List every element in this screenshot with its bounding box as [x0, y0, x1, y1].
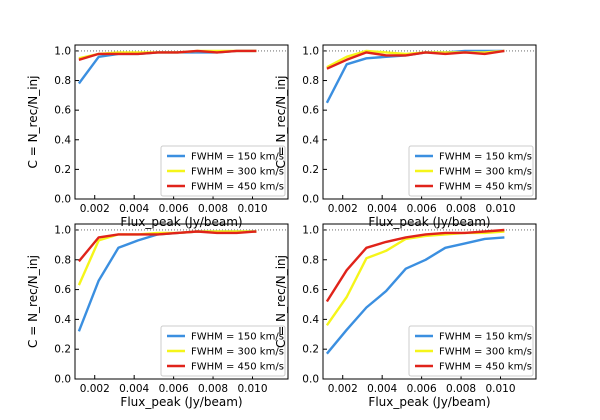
series-line-2: [325, 230, 505, 326]
y-tick-label: 1.0: [54, 224, 71, 236]
series-line-3: [77, 230, 257, 263]
y-tick-label: 0.8: [302, 254, 319, 266]
panel-top-left: 0.002 0.004 0.006 0.008 0.010 0.0 0.2 0.4 0.6 0.8…: [26, 44, 289, 229]
x-tick-label: 0.004: [119, 203, 149, 215]
y-axis-label: C = N_rec/N_inj: [26, 255, 40, 348]
series-line-1: [325, 236, 505, 355]
x-tick-label: 0.004: [119, 383, 149, 395]
y-tick-label: 0.4: [302, 314, 319, 326]
x-tick-label: 0.008: [446, 203, 476, 215]
panel-bottom-right: 0.002 0.004 0.006 0.008 0.010 0.0 0.2 0.4 0.6 0.8…: [274, 223, 537, 409]
series-line-1: [77, 49, 257, 85]
x-tick-label: 0.006: [159, 203, 189, 215]
panel-top-right: 0.002 0.004 0.006 0.008 0.010 0.0 0.2 0.4 0.6 0.8…: [274, 44, 537, 229]
x-tick-label: 0.004: [367, 203, 397, 215]
series-line-1: [77, 230, 257, 332]
y-tick-label: 1.0: [302, 45, 319, 57]
y-tick-label: 0.4: [54, 134, 71, 146]
y-tick-label: 0.8: [302, 75, 319, 87]
y-axis-label: C = N_rec/N_inj: [26, 76, 40, 169]
x-tick-label: 0.006: [407, 383, 437, 395]
y-tick-label: 0.6: [54, 105, 71, 117]
y-tick-label: 0.6: [302, 105, 319, 117]
axes-frame: [74, 223, 289, 380]
x-tick-label: 0.002: [328, 203, 358, 215]
x-tick-label: 0.002: [80, 383, 110, 395]
legend-label-1: FWHM = 150 km/s: [191, 332, 284, 343]
y-tick-label: 0.4: [302, 134, 319, 146]
y-tick-label: 0.0: [302, 374, 319, 386]
x-tick-label: 0.008: [198, 203, 228, 215]
y-tick-label: 0.4: [54, 314, 71, 326]
series-line-3: [78, 49, 257, 61]
y-tick-label: 0.2: [54, 164, 71, 176]
x-tick-label: 0.006: [407, 203, 437, 215]
y-tick-label: 0.8: [54, 75, 71, 87]
y-tick-label: 0.8: [54, 254, 71, 266]
x-tick-label: 0.010: [485, 383, 515, 395]
panel-bottom-left: 0.002 0.004 0.006 0.008 0.010 0.0 0.2 0.4 0.6 0.8…: [26, 223, 289, 409]
legend-label-2: FWHM = 300 km/s: [439, 167, 532, 178]
y-tick-label: 0.6: [302, 284, 319, 296]
series-line-2: [77, 230, 257, 286]
legend-label-3: FWHM = 450 km/s: [439, 362, 532, 373]
y-tick-label: 0.2: [302, 344, 319, 356]
y-tick-label: 0.0: [54, 374, 71, 386]
x-tick-label: 0.002: [80, 203, 110, 215]
y-tick-label: 0.2: [302, 164, 319, 176]
x-tick-label: 0.008: [198, 383, 228, 395]
y-tick-label: 1.0: [302, 224, 319, 236]
y-axis-label: C = N_rec/N_inj: [274, 255, 288, 348]
x-tick-label: 0.010: [485, 203, 515, 215]
legend-label-2: FWHM = 300 km/s: [191, 347, 284, 358]
legend-label-1: FWHM = 150 km/s: [439, 152, 532, 163]
y-axis-label: C = N_rec/N_inj: [274, 76, 288, 169]
y-tick-label: 0.0: [54, 194, 71, 206]
x-tick-label: 0.004: [367, 383, 397, 395]
legend-box: [408, 145, 534, 197]
legend-label-1: FWHM = 150 km/s: [439, 332, 532, 343]
x-tick-label: 0.008: [446, 383, 476, 395]
series-line-1: [325, 49, 505, 104]
legend-label-3: FWHM = 450 km/s: [439, 182, 532, 193]
axes-frame: [74, 44, 289, 200]
y-tick-label: 0.0: [302, 194, 319, 206]
series-line-3: [325, 228, 505, 303]
axes-frame: [322, 44, 537, 200]
y-tick-label: 1.0: [54, 45, 71, 57]
legend-box: [160, 325, 286, 377]
x-axis-label: Flux_peak (Jy/beam): [368, 395, 490, 409]
x-axis-label: Flux_peak (Jy/beam): [120, 395, 242, 409]
legend-label-2: FWHM = 300 km/s: [439, 347, 532, 358]
legend-box: [408, 325, 534, 377]
x-tick-label: 0.006: [159, 383, 189, 395]
x-tick-label: 0.002: [328, 383, 358, 395]
x-axis-label: Flux_peak (Jy/beam): [368, 215, 490, 229]
x-axis-label: Flux_peak (Jy/beam): [120, 215, 242, 229]
series-line-3: [326, 49, 505, 70]
y-tick-label: 0.2: [54, 344, 71, 356]
legend-label-1: FWHM = 150 km/s: [191, 152, 284, 163]
x-tick-label: 0.010: [237, 383, 267, 395]
y-tick-label: 0.6: [54, 284, 71, 296]
legend-box: [160, 145, 286, 197]
legend-label-3: FWHM = 450 km/s: [191, 182, 284, 193]
legend-label-3: FWHM = 450 km/s: [191, 362, 284, 373]
x-tick-label: 0.010: [237, 203, 267, 215]
legend-label-2: FWHM = 300 km/s: [191, 167, 284, 178]
axes-frame: [322, 223, 537, 380]
